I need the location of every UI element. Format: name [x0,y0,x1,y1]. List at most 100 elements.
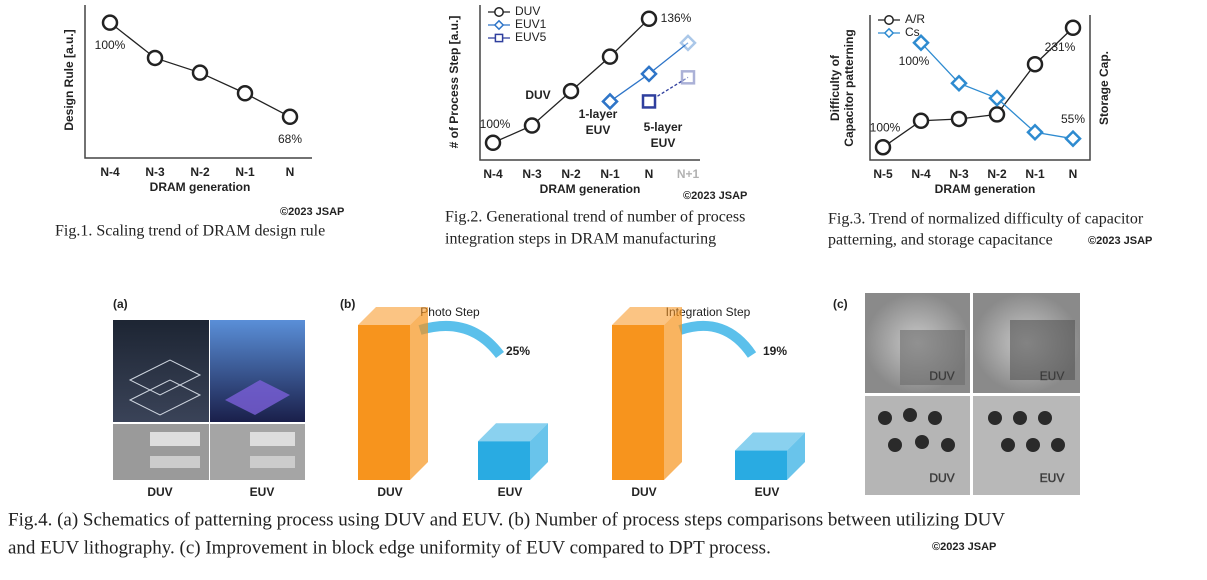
bar-side [530,423,548,480]
bar-side [410,307,428,480]
marker [236,85,254,102]
bar [612,325,664,480]
x-axis-label: DRAM generation [150,180,251,194]
annotation: 5-layer [644,120,683,134]
arrow [678,320,757,358]
panel-c-label: DUV [929,471,954,485]
bar [478,441,530,480]
x-tick-label: N-4 [100,165,120,179]
y-axis-label: # of Process Step [a.u.] [447,16,461,149]
value-label: 100% [480,117,511,131]
bar-top [735,432,805,451]
panel-label: (b) [340,297,355,311]
legend-marker [884,15,894,25]
marker [281,108,299,126]
marker [1026,123,1044,142]
bar [735,450,787,480]
panel-c-image [865,293,1080,495]
caption: Fig.1. Scaling trend of DRAM design rule [55,223,325,240]
legend-marker [883,27,895,39]
marker [950,110,968,128]
caption: Fig.4. (a) Schematics of patterning proc… [8,509,1005,530]
y-axis-label: Capacitor patterning [842,29,856,146]
marker [680,70,696,85]
value-label: 68% [278,132,302,146]
copyright: ©2023 JSAP [932,541,996,553]
legend-marker [493,19,505,31]
marker [640,65,658,83]
y-axis-label: Difficulty of [828,54,842,121]
x-tick-label: N-1 [235,165,255,179]
x-tick-label: N-5 [873,167,893,181]
x-tick-label: N+1 [677,167,700,181]
axis [479,5,700,161]
marker [101,14,119,31]
bar-top [478,423,548,442]
x-tick-label: N-4 [911,167,931,181]
marker [912,112,930,130]
marker [523,117,541,134]
annotation: 1-layer [579,107,618,121]
marker [1026,55,1044,73]
value-label: 19% [763,344,787,358]
x-axis-label: DRAM generation [540,182,641,196]
panel-label: (a) [113,297,128,311]
legend-label: A/R [905,12,925,26]
x-tick-label: N-3 [145,165,165,179]
marker [484,134,502,152]
caption: Fig.3. Trend of normalized difficulty of… [828,211,1144,228]
y2-axis-label: Storage Cap. [1097,51,1111,125]
value-label: 55% [1061,112,1085,126]
bar-top [612,307,682,325]
x-tick-label: N [645,167,654,181]
copyright: ©2023 JSAP [280,206,344,218]
bar-title: Integration Step [666,305,751,319]
panel-c-label: EUV [1040,369,1065,383]
marker [874,138,892,156]
marker [146,49,164,67]
marker [988,106,1006,123]
bar-title: Photo Step [420,305,480,319]
caption: patterning, and storage capacitance [828,232,1053,249]
bar-top [358,307,428,325]
legend-label: DUV [515,4,540,18]
marker [1064,129,1082,148]
bar-side [664,307,682,480]
marker [912,33,930,52]
x-axis-label: DRAM generation [935,182,1036,196]
marker [950,74,968,93]
value-label: 136% [661,11,692,25]
legend-marker [494,7,504,17]
legend-label: EUV5 [515,30,547,44]
bar-side [787,432,805,480]
marker [601,92,619,111]
marker [1064,19,1082,37]
axis [84,5,312,159]
annotation: EUV [651,136,676,150]
panel-a-label: DUV [147,485,172,499]
axis [869,15,1091,161]
legend-label: Cs [905,25,920,39]
x-tick-label: N [286,165,295,179]
arrow [418,320,504,359]
marker [191,64,209,81]
y-axis-label: Design Rule [a.u.] [62,29,76,130]
marker [640,10,658,28]
panel-a-label: EUV [250,485,275,499]
x-tick-label: DUV [631,485,656,499]
x-tick-label: N-2 [987,167,1007,181]
caption: and EUV lithography. (c) Improvement in … [8,537,771,558]
x-tick-label: N [1069,167,1078,181]
x-tick-label: N-2 [190,165,210,179]
panel-a-image [113,320,305,480]
x-tick-label: N-3 [949,167,969,181]
value-label: 100% [870,120,901,134]
x-tick-label: N-1 [1025,167,1045,181]
x-tick-label: N-3 [522,167,542,181]
panel-label: (c) [833,297,848,311]
annotation: EUV [586,123,611,137]
x-tick-label: N-1 [600,167,620,181]
marker [679,34,697,52]
x-tick-label: N-4 [483,167,503,181]
